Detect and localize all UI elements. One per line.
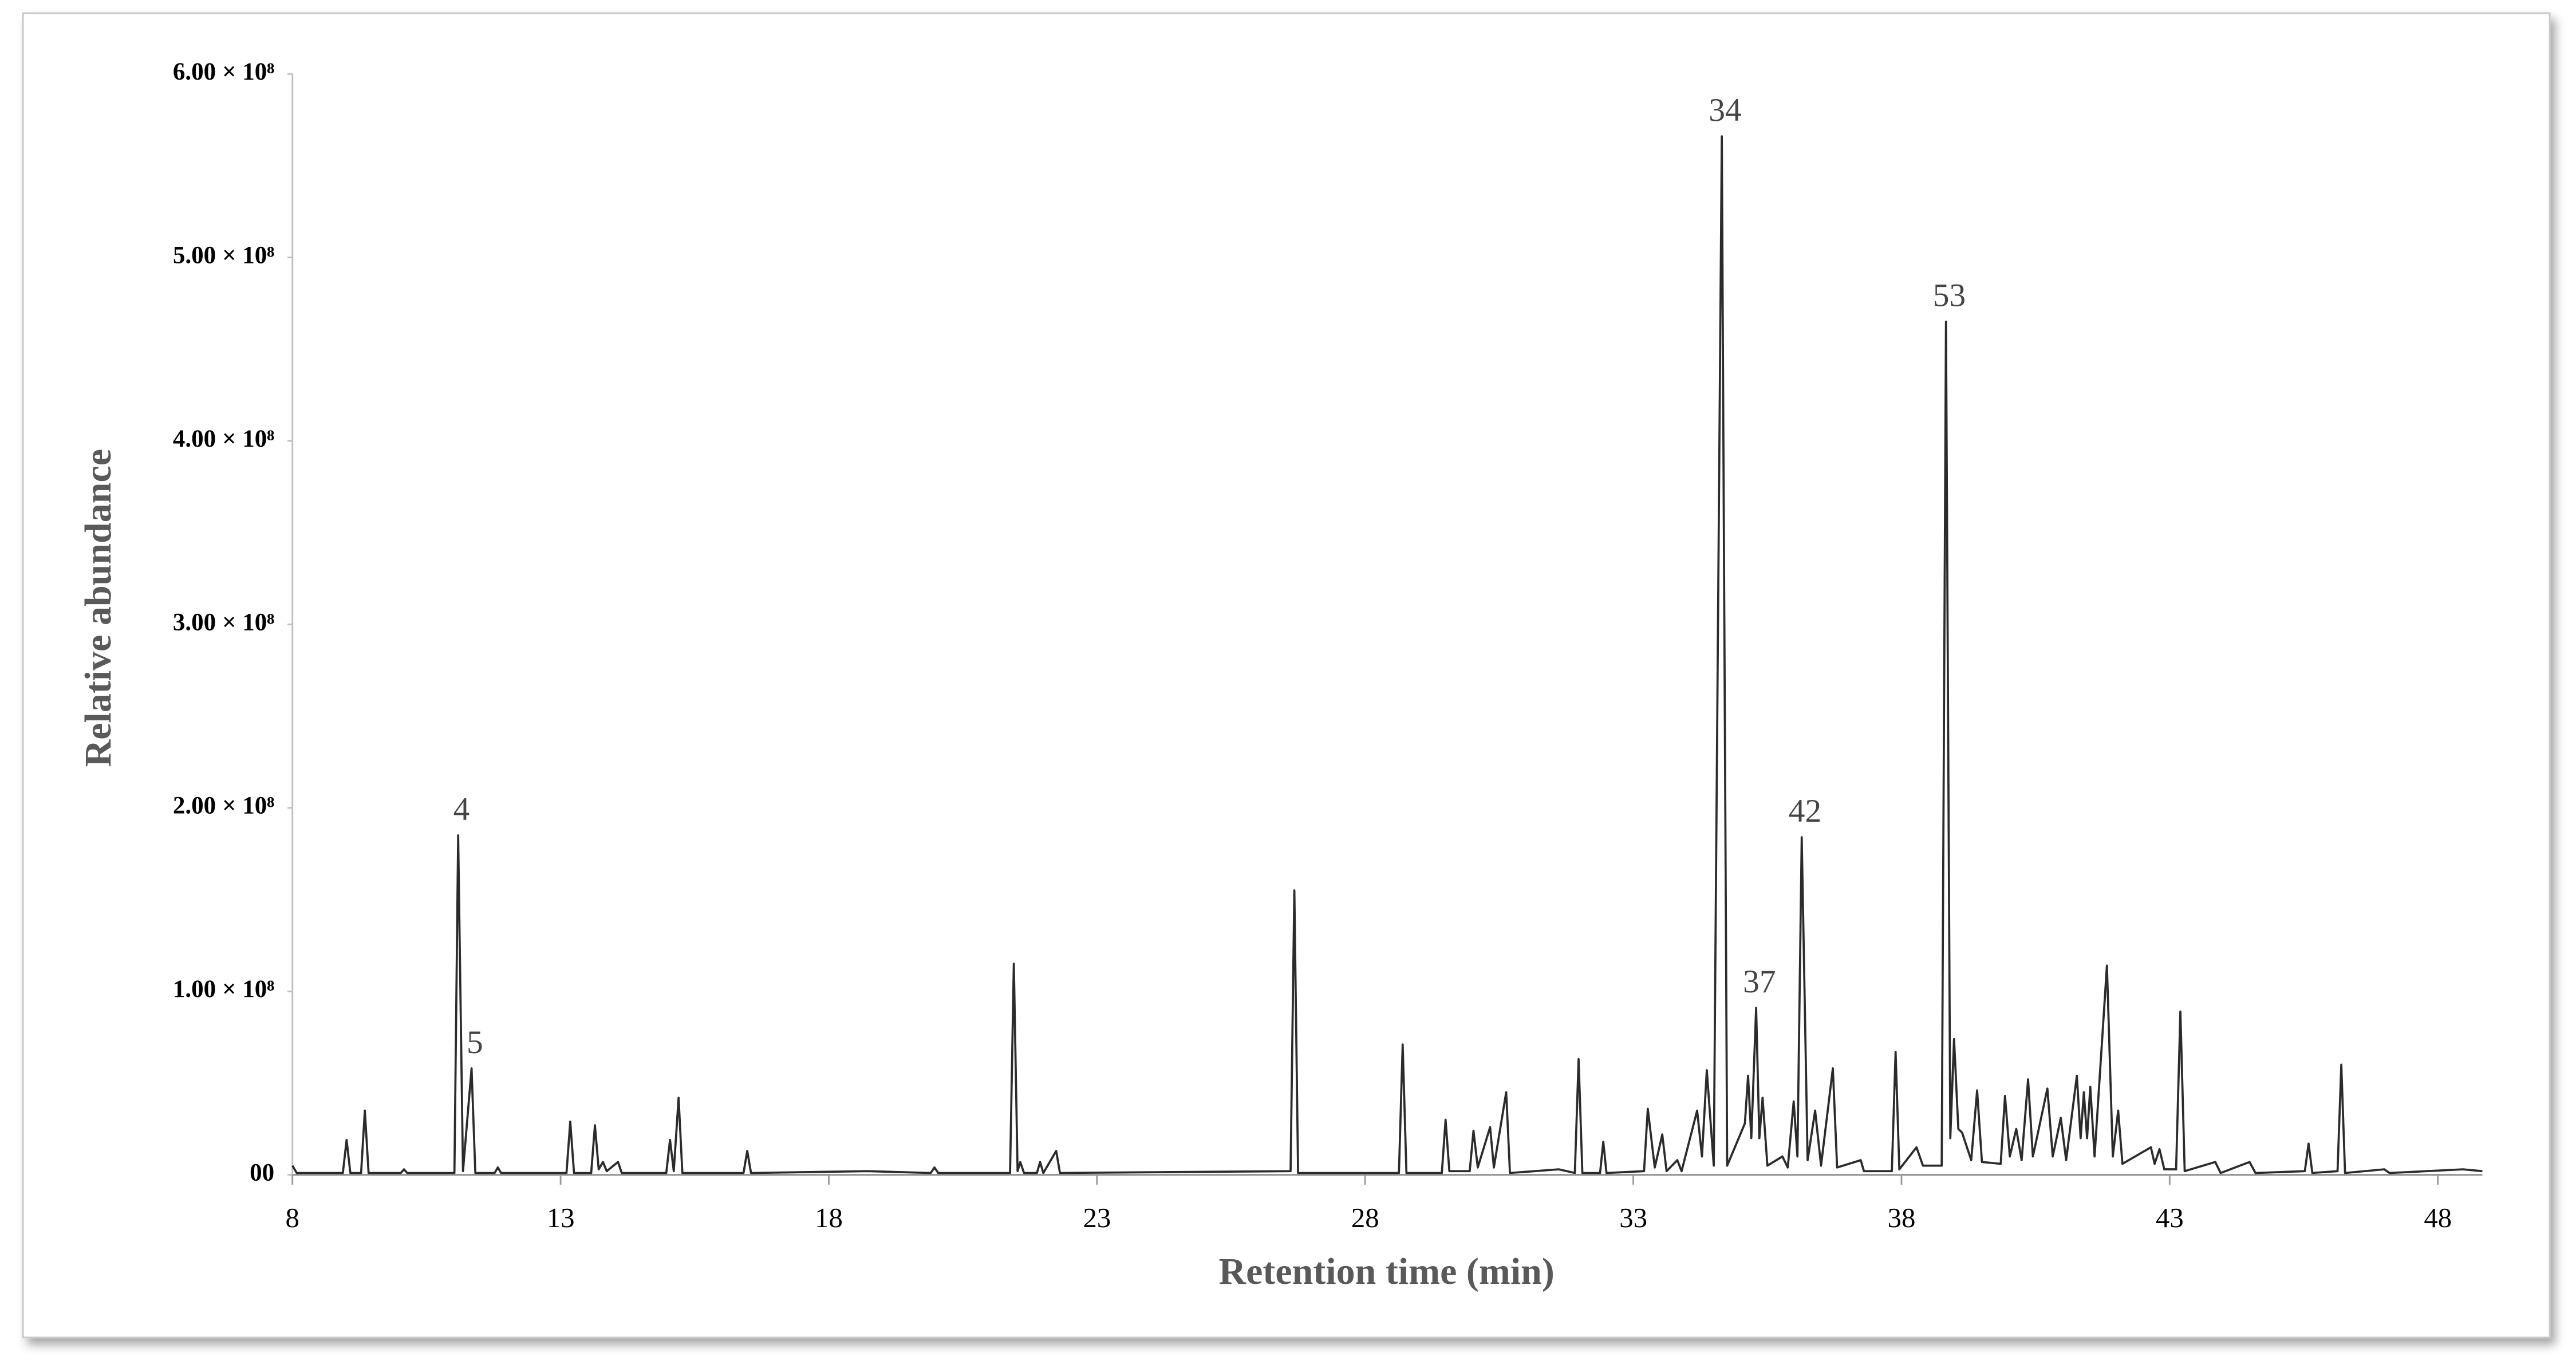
x-tick-label: 48: [2424, 1203, 2452, 1233]
y-tick-label: 1.00 × 10⁸: [173, 976, 274, 1003]
y-tick-label: 6.00 × 10⁸: [173, 58, 274, 85]
chart-frame: [22, 12, 2551, 1339]
chromatogram-line: [291, 135, 2483, 1174]
x-tick-label: 43: [2156, 1203, 2184, 1233]
x-tick-label: 13: [547, 1203, 575, 1233]
x-tick-label: 18: [815, 1203, 843, 1233]
x-tick-label: 38: [1888, 1203, 1916, 1233]
x-tick-label: 28: [1351, 1203, 1379, 1233]
peak-label: 4: [453, 791, 470, 827]
peak-label: 34: [1709, 92, 1741, 128]
peak-label: 37: [1743, 964, 1776, 1000]
x-tick-label: 8: [286, 1203, 299, 1233]
x-axis-title: Retention time (min): [1218, 1251, 1554, 1292]
y-tick-label: 00: [250, 1160, 274, 1186]
y-tick-label: 3.00 × 10⁸: [173, 609, 274, 636]
x-tick-label: 33: [1619, 1203, 1647, 1233]
y-tick-label: 2.00 × 10⁸: [173, 793, 274, 819]
y-axis-title: Relative abundance: [77, 449, 119, 767]
peak-label: 53: [1933, 278, 1966, 314]
y-tick-label: 5.00 × 10⁸: [173, 242, 274, 269]
peak-label: 42: [1789, 793, 1821, 829]
peak-label: 5: [467, 1024, 483, 1060]
y-tick-label: 4.00 × 10⁸: [173, 425, 274, 452]
x-tick-label: 23: [1083, 1203, 1111, 1233]
